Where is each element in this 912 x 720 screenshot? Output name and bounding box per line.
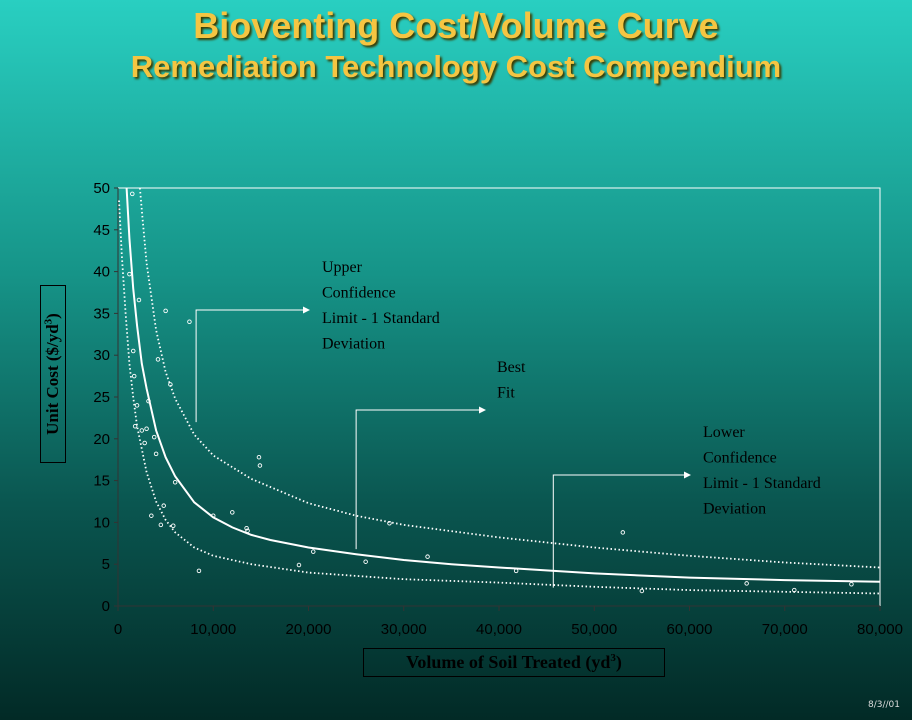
data-point: [155, 357, 161, 362]
annotation-label: Limit - 1 Standard: [703, 475, 821, 492]
y-tick-label: 30: [93, 347, 110, 364]
y-tick-label: 10: [93, 514, 110, 531]
lower-curve: [118, 200, 881, 595]
data-point: [151, 434, 157, 440]
annotation-label: Confidence: [703, 450, 777, 467]
annotation-leader-line: [195, 309, 305, 423]
chart-subtitle: Remediation Technology Cost Compendium: [130, 49, 782, 84]
annotation-leader-line: [552, 474, 686, 588]
annotation-arrowhead: [303, 306, 310, 314]
x-tick-label: 10,000: [190, 621, 236, 638]
y-tick-label: 0: [102, 598, 110, 615]
data-point: [849, 582, 854, 587]
data-point: [161, 503, 166, 508]
upper-curve: [139, 187, 881, 569]
data-point: [127, 271, 132, 277]
data-point: [187, 319, 192, 325]
x-tick-label: 20,000: [286, 621, 332, 638]
data-point: [244, 526, 249, 531]
data-point: [620, 530, 626, 535]
y-axis-label: Unit Cost ($/yd3): [42, 313, 62, 435]
x-tick-label: 0: [114, 621, 122, 638]
annotation-label: Upper: [322, 259, 363, 276]
series-layer: [118, 187, 881, 595]
data-point: [130, 191, 135, 197]
title-block: Bioventing Cost/Volume Curve Remediation…: [0, 6, 912, 86]
annotation-label: Confidence: [322, 285, 396, 302]
data-point: [256, 454, 262, 460]
axes: 0 5 10 15 20 25 30 35 40 45 50 0 10,000 20,000 30,000 4…: [93, 180, 903, 638]
footer-date: 8/3//01: [867, 700, 900, 710]
data-point: [296, 562, 302, 568]
data-point: [132, 424, 138, 429]
x-tick-label: 30,000: [381, 621, 427, 638]
best-fit-curve: [125, 187, 881, 583]
y-axis-label-box: [40, 285, 66, 463]
data-point: [153, 451, 159, 457]
data-point: [139, 428, 145, 433]
data-point: [196, 568, 202, 574]
data-point: [744, 581, 749, 586]
data-point: [142, 440, 147, 446]
data-point: [425, 554, 430, 559]
x-tick-label: 80,000: [857, 621, 903, 638]
y-tick-label: 20: [93, 431, 110, 448]
annotation-label: Best: [497, 359, 526, 376]
data-point: [136, 297, 142, 303]
data-point: [134, 403, 140, 408]
y-tick-label: 25: [93, 389, 110, 406]
x-tick-label: 50,000: [571, 621, 617, 638]
annotation-leader-line: [355, 409, 481, 550]
data-point: [230, 510, 235, 515]
y-tick-label: 35: [93, 305, 110, 322]
annotation-arrowhead: [684, 471, 691, 479]
data-point: [158, 522, 164, 528]
annotation-label: Limit - 1 Standard: [322, 310, 440, 327]
y-tick-label: 40: [93, 264, 110, 281]
data-point: [170, 523, 176, 528]
annotation-layer: Upper Confidence Limit - 1 Standard Deviati…: [195, 259, 821, 588]
data-point: [144, 426, 149, 432]
data-point: [311, 549, 316, 554]
y-tick-label: 5: [102, 556, 110, 573]
data-point: [130, 348, 136, 354]
annotation-label: Deviation: [322, 336, 385, 353]
data-point: [639, 588, 645, 594]
x-tick-label: 40,000: [476, 621, 522, 638]
data-point: [363, 559, 368, 564]
data-point: [257, 463, 263, 468]
annotation-label: Deviation: [703, 501, 766, 518]
chart-title: Bioventing Cost/Volume Curve: [193, 5, 719, 46]
x-axis-label: Volume of Soil Treated (yd3): [363, 648, 665, 677]
y-tick-label: 45: [93, 222, 110, 239]
data-point: [163, 308, 168, 314]
x-tick-label: 60,000: [667, 621, 713, 638]
data-point: [149, 513, 154, 518]
x-tick-label: 70,000: [762, 621, 808, 638]
annotation-label: Lower: [703, 424, 745, 441]
y-tick-label: 50: [93, 180, 110, 197]
y-tick-label: 15: [93, 473, 110, 490]
annotation-arrowhead: [479, 406, 486, 414]
data-point: [131, 373, 137, 379]
annotation-label: Fit: [497, 385, 515, 402]
data-point: [172, 480, 178, 485]
